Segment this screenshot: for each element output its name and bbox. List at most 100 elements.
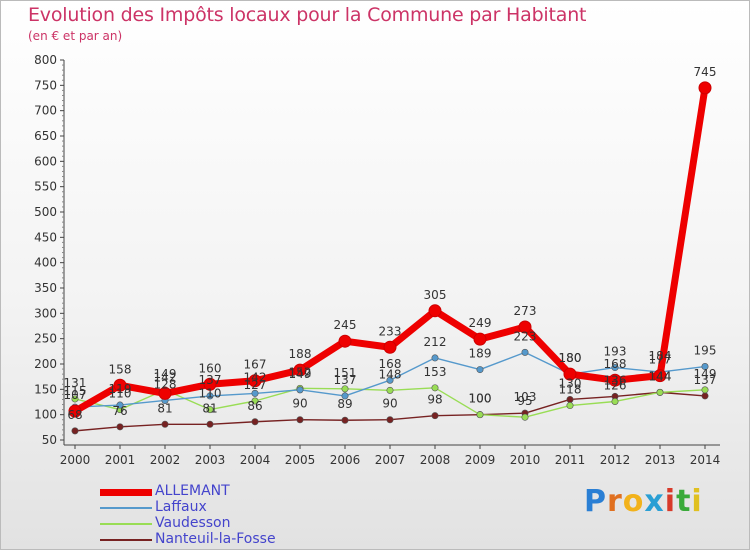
data-label-vaudesson: 144 bbox=[649, 369, 672, 383]
data-point-laffaux bbox=[521, 348, 529, 356]
data-point-vaudesson bbox=[431, 384, 439, 392]
x-tick-label: 2013 bbox=[645, 453, 676, 467]
y-tick-label: 800 bbox=[34, 53, 57, 67]
data-point-laffaux bbox=[611, 364, 619, 372]
y-tick-label: 200 bbox=[34, 357, 57, 371]
data-label-allemant: 167 bbox=[244, 358, 267, 372]
data-label-laffaux: 189 bbox=[469, 347, 492, 361]
data-point-allemant bbox=[653, 369, 667, 383]
y-tick-label: 350 bbox=[34, 281, 57, 295]
data-point-laffaux bbox=[206, 392, 214, 400]
legend-label-allemant: ALLEMANT bbox=[155, 483, 230, 499]
y-tick-label: 600 bbox=[34, 154, 57, 168]
data-point-allemant bbox=[563, 367, 577, 381]
data-label-allemant: 160 bbox=[199, 361, 222, 375]
legend-item-vaudesson: Vaudesson bbox=[100, 515, 350, 532]
data-label-vaudesson: 149 bbox=[694, 367, 717, 381]
data-label-vaudesson: 152 bbox=[289, 365, 312, 379]
x-tick-label: 2010 bbox=[510, 453, 541, 467]
chart-title: Evolution des Impôts locaux pour la Comm… bbox=[28, 4, 587, 26]
data-point-laffaux bbox=[341, 392, 349, 400]
legend-swatch-nanteuil bbox=[100, 539, 152, 541]
data-point-allemant bbox=[383, 340, 397, 354]
data-label-vaudesson: 110 bbox=[109, 387, 132, 401]
data-point-nanteuil-la-fosse bbox=[566, 395, 574, 403]
data-label-nanteuil-la-fosse: 137 bbox=[694, 373, 717, 387]
legend-item-allemant: ALLEMANT bbox=[100, 483, 350, 500]
data-label-allemant: 177 bbox=[649, 353, 672, 367]
data-point-allemant bbox=[248, 374, 262, 388]
y-tick-label: 700 bbox=[34, 104, 57, 118]
data-label-nanteuil-la-fosse: 130 bbox=[559, 376, 582, 390]
data-point-allemant bbox=[608, 373, 622, 387]
data-point-nanteuil-la-fosse bbox=[161, 420, 169, 428]
data-label-vaudesson: 118 bbox=[559, 383, 582, 397]
x-tick-label: 2007 bbox=[375, 453, 406, 467]
data-point-allemant bbox=[338, 334, 352, 348]
data-label-vaudesson: 153 bbox=[424, 365, 447, 379]
data-label-allemant: 305 bbox=[424, 288, 447, 302]
x-tick-label: 2003 bbox=[195, 453, 226, 467]
data-label-laffaux: 184 bbox=[649, 349, 672, 363]
x-tick-label: 2008 bbox=[420, 453, 451, 467]
y-tick-label: 400 bbox=[34, 256, 57, 270]
data-point-allemant bbox=[698, 81, 712, 95]
data-point-nanteuil-la-fosse bbox=[71, 427, 79, 435]
data-point-laffaux bbox=[431, 354, 439, 362]
logo-letter: o bbox=[622, 484, 645, 519]
data-label-allemant: 168 bbox=[604, 357, 627, 371]
data-point-laffaux bbox=[251, 389, 259, 397]
logo-letter: x bbox=[644, 484, 665, 519]
data-point-allemant bbox=[158, 386, 172, 400]
data-point-laffaux bbox=[116, 401, 124, 409]
data-label-allemant: 249 bbox=[469, 316, 492, 330]
data-label-laffaux: 168 bbox=[379, 357, 402, 371]
data-label-nanteuil-la-fosse: 100 bbox=[469, 392, 492, 406]
data-label-nanteuil-la-fosse: 136 bbox=[604, 373, 627, 387]
legend-swatch-allemant bbox=[100, 489, 152, 496]
y-tick-label: 450 bbox=[34, 230, 57, 244]
data-point-allemant bbox=[293, 363, 307, 377]
legend-label-nanteuil: Nanteuil-la-Fosse bbox=[155, 531, 276, 547]
legend-item-laffaux: Laffaux bbox=[100, 499, 350, 516]
data-point-nanteuil-la-fosse bbox=[296, 416, 304, 424]
y-tick-label: 500 bbox=[34, 205, 57, 219]
y-tick-label: 50 bbox=[42, 433, 57, 447]
x-tick-label: 2012 bbox=[600, 453, 631, 467]
data-point-allemant bbox=[68, 404, 82, 418]
data-label-laffaux: 212 bbox=[424, 335, 447, 349]
data-point-vaudesson bbox=[206, 406, 214, 414]
legend-label-vaudesson: Vaudesson bbox=[155, 515, 231, 531]
data-label-nanteuil-la-fosse: 81 bbox=[157, 401, 172, 415]
data-point-vaudesson bbox=[476, 411, 484, 419]
data-point-laffaux bbox=[386, 376, 394, 384]
data-point-vaudesson bbox=[611, 397, 619, 405]
data-label-vaudesson: 151 bbox=[334, 366, 357, 380]
data-point-nanteuil-la-fosse bbox=[116, 423, 124, 431]
data-point-laffaux bbox=[476, 366, 484, 374]
data-point-allemant bbox=[428, 304, 442, 318]
data-point-laffaux bbox=[701, 363, 709, 371]
data-label-vaudesson: 95 bbox=[517, 394, 532, 408]
data-point-nanteuil-la-fosse bbox=[251, 418, 259, 426]
proxiti-logo: Proxiti bbox=[584, 484, 703, 519]
data-point-vaudesson bbox=[521, 413, 529, 421]
y-tick-label: 100 bbox=[34, 408, 57, 422]
data-point-allemant bbox=[473, 332, 487, 346]
data-point-allemant bbox=[113, 378, 127, 392]
chart-subtitle: (en € et par an) bbox=[28, 29, 123, 43]
y-tick-label: 150 bbox=[34, 382, 57, 396]
logo-letter: i bbox=[664, 484, 677, 519]
data-point-vaudesson bbox=[251, 397, 259, 405]
data-label-laffaux: 119 bbox=[109, 382, 132, 396]
y-tick-label: 650 bbox=[34, 129, 57, 143]
data-label-nanteuil-la-fosse: 103 bbox=[514, 390, 537, 404]
data-label-laffaux: 180 bbox=[559, 351, 582, 365]
data-label-allemant: 180 bbox=[559, 351, 582, 365]
data-label-allemant: 745 bbox=[694, 65, 717, 79]
data-point-vaudesson bbox=[656, 388, 664, 396]
logo-letter: r bbox=[607, 484, 623, 519]
x-tick-label: 2006 bbox=[330, 453, 361, 467]
